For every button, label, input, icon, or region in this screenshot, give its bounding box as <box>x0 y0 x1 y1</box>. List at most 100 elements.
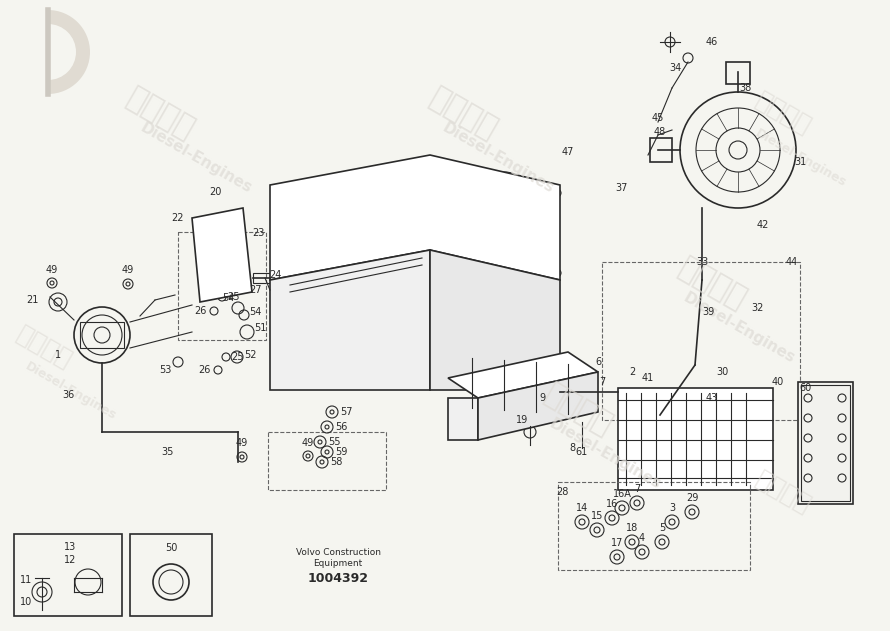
Text: 23: 23 <box>252 228 264 238</box>
Text: 52: 52 <box>244 350 256 360</box>
Text: 17: 17 <box>611 538 623 548</box>
Text: 28: 28 <box>556 487 568 497</box>
Text: 26: 26 <box>198 365 210 375</box>
Text: 35: 35 <box>162 447 174 457</box>
Text: 39: 39 <box>702 307 714 317</box>
Text: 2: 2 <box>629 367 635 377</box>
Text: 6: 6 <box>595 357 601 367</box>
Text: 31: 31 <box>794 157 806 167</box>
Text: 49: 49 <box>302 438 314 448</box>
Text: 25: 25 <box>231 352 244 362</box>
Polygon shape <box>448 352 598 398</box>
Text: 43: 43 <box>706 393 718 403</box>
Text: 32: 32 <box>752 303 765 313</box>
Text: Diesel-Engines: Diesel-Engines <box>440 120 557 196</box>
Text: 27: 27 <box>248 285 262 295</box>
Bar <box>798 382 853 504</box>
Text: 53: 53 <box>158 365 171 375</box>
Text: 8: 8 <box>569 443 575 453</box>
Text: 49: 49 <box>122 265 134 275</box>
Text: 16A: 16A <box>612 489 631 499</box>
Text: 紫发动力: 紫发动力 <box>751 467 815 517</box>
Polygon shape <box>270 155 560 280</box>
Text: 3: 3 <box>669 503 675 513</box>
Bar <box>14 534 122 616</box>
Text: 7: 7 <box>599 377 605 387</box>
Text: 61: 61 <box>576 447 588 457</box>
Text: 18: 18 <box>626 523 638 533</box>
Text: 9: 9 <box>539 393 545 403</box>
Text: 7: 7 <box>634 484 640 494</box>
Text: 56: 56 <box>335 422 347 432</box>
Bar <box>253 273 270 283</box>
Text: 49: 49 <box>236 438 248 448</box>
Polygon shape <box>270 250 430 390</box>
Text: 紫发动力: 紫发动力 <box>424 83 502 144</box>
Text: 5: 5 <box>659 523 665 533</box>
Text: 1004392: 1004392 <box>308 572 368 584</box>
Text: 54: 54 <box>249 307 261 317</box>
Text: 60: 60 <box>799 383 811 393</box>
Text: 13: 13 <box>64 542 77 552</box>
Polygon shape <box>448 398 478 440</box>
Bar <box>80 322 124 348</box>
Text: 24: 24 <box>269 270 281 280</box>
Text: 34: 34 <box>669 63 681 73</box>
Bar <box>726 62 750 84</box>
Text: 1: 1 <box>55 350 61 360</box>
Bar <box>558 482 750 570</box>
Text: 47: 47 <box>562 147 574 157</box>
Text: 59: 59 <box>335 447 347 457</box>
Text: 10: 10 <box>20 597 32 607</box>
Bar <box>618 388 773 490</box>
Text: 11: 11 <box>20 575 32 585</box>
Text: Diesel-Engines: Diesel-Engines <box>680 290 797 366</box>
Text: 50: 50 <box>165 543 177 553</box>
Text: 42: 42 <box>756 220 769 230</box>
Text: 20: 20 <box>209 187 222 197</box>
Text: Diesel-Engines: Diesel-Engines <box>137 120 255 196</box>
Text: 4: 4 <box>639 533 645 543</box>
Polygon shape <box>192 208 252 302</box>
Text: 54: 54 <box>222 293 234 303</box>
Polygon shape <box>478 372 598 440</box>
Text: 紫发动力: 紫发动力 <box>751 88 815 139</box>
Text: 30: 30 <box>716 367 728 377</box>
Text: 12: 12 <box>64 555 77 565</box>
Text: 48: 48 <box>654 127 666 137</box>
Text: 紫发动力: 紫发动力 <box>673 253 751 315</box>
Bar <box>801 385 850 501</box>
Polygon shape <box>430 250 560 390</box>
Text: 58: 58 <box>330 457 342 467</box>
Text: 紫发动力: 紫发动力 <box>12 322 77 372</box>
Bar <box>268 432 386 490</box>
Bar <box>650 138 672 162</box>
Text: 29: 29 <box>686 493 698 503</box>
Bar <box>130 534 212 616</box>
Wedge shape <box>48 10 90 94</box>
Bar <box>288 342 383 380</box>
Text: 49: 49 <box>46 265 58 275</box>
Text: Diesel-Engines: Diesel-Engines <box>23 360 119 423</box>
Text: 46: 46 <box>706 37 718 47</box>
Text: 15: 15 <box>591 511 603 521</box>
Text: Diesel-Engines: Diesel-Engines <box>753 126 849 189</box>
Text: 44: 44 <box>786 257 798 267</box>
Text: 40: 40 <box>772 377 784 387</box>
Text: 55: 55 <box>328 437 340 447</box>
Text: Diesel-Engines: Diesel-Engines <box>546 416 664 492</box>
Text: 16: 16 <box>606 499 619 509</box>
Text: 45: 45 <box>651 113 664 123</box>
Text: 22: 22 <box>172 213 184 223</box>
Text: 36: 36 <box>62 390 74 400</box>
Bar <box>178 232 266 340</box>
Text: Volvo Construction
Equipment: Volvo Construction Equipment <box>295 548 381 568</box>
Text: 21: 21 <box>26 295 38 305</box>
Text: 25: 25 <box>228 292 240 302</box>
Text: 41: 41 <box>642 373 654 383</box>
Text: 19: 19 <box>516 415 528 425</box>
Text: 57: 57 <box>340 407 352 417</box>
Text: 37: 37 <box>616 183 628 193</box>
Text: 33: 33 <box>696 257 708 267</box>
Text: 14: 14 <box>576 503 588 513</box>
